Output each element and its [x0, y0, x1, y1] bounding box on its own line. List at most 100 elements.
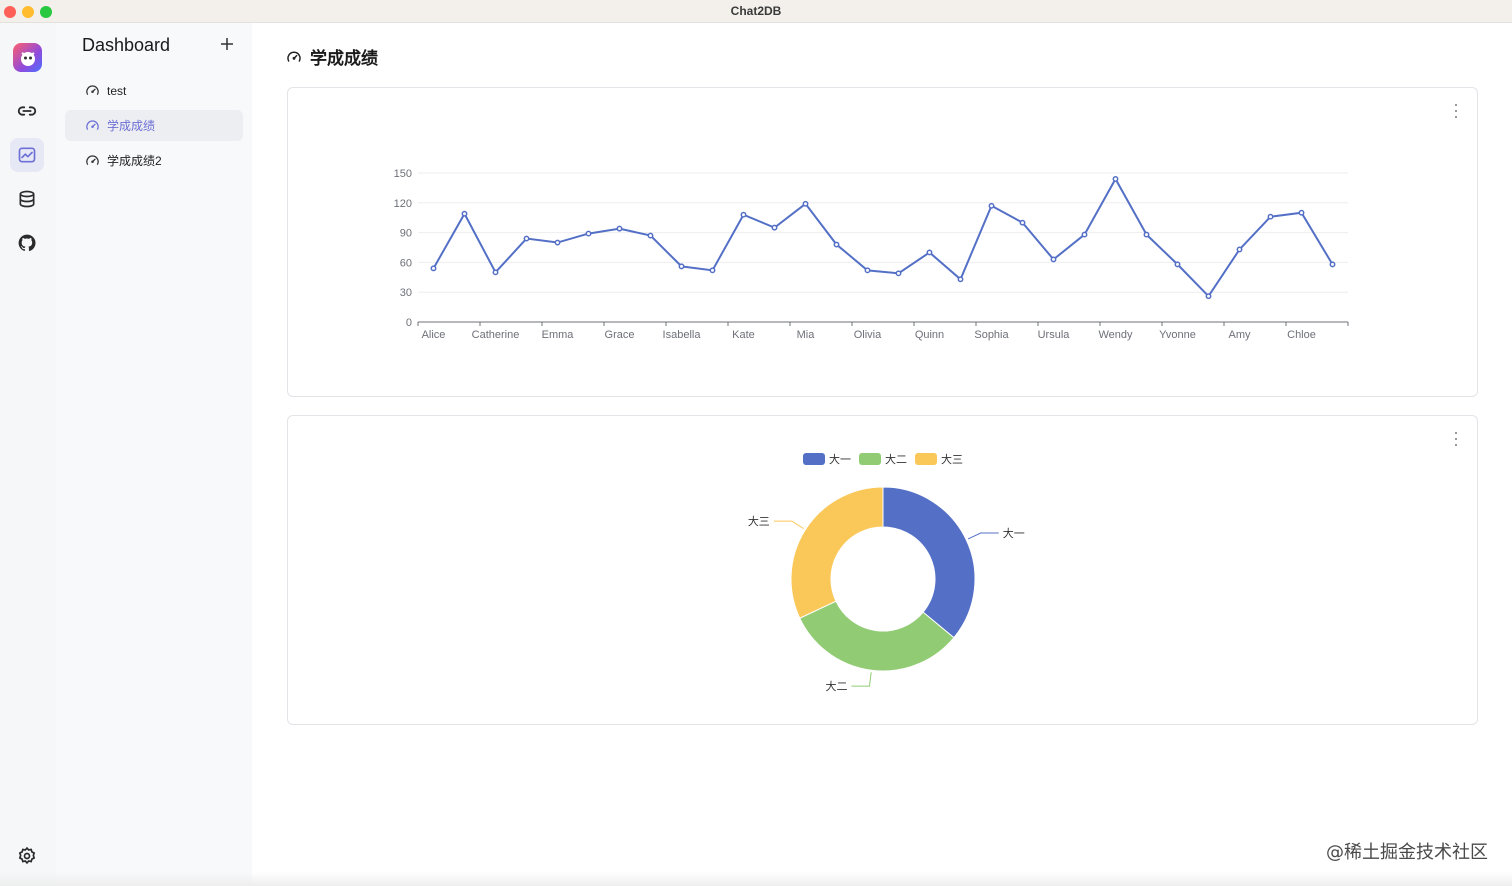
rail-settings-button[interactable] — [10, 839, 44, 873]
x-tick-label: Ursula — [1038, 329, 1071, 341]
y-tick-label: 30 — [400, 287, 412, 299]
page-title-text: 学成成绩 — [310, 49, 378, 68]
bottom-shadow — [0, 872, 1512, 886]
data-point — [616, 225, 623, 232]
app-logo-icon — [20, 51, 35, 66]
data-point — [1205, 293, 1212, 300]
x-tick-label: Kate — [732, 329, 755, 341]
x-tick-label: Quinn — [915, 329, 944, 341]
pie-slice — [790, 486, 884, 619]
x-tick-label: Sophia — [974, 329, 1009, 341]
data-point — [1329, 261, 1336, 268]
legend-swatch — [859, 453, 881, 465]
x-tick-label: Chloe — [1287, 329, 1316, 341]
data-point — [1081, 231, 1088, 238]
data-point — [802, 200, 809, 207]
title-bar: Chat2DB — [0, 0, 1512, 23]
data-point — [585, 230, 592, 237]
x-tick-label: Alice — [422, 329, 446, 341]
data-point — [864, 267, 871, 274]
link-icon — [17, 106, 37, 116]
y-tick-label: 120 — [394, 198, 412, 210]
sidebar-item-label: 学成成绩 — [107, 119, 156, 133]
label-leader-line — [967, 532, 999, 540]
gauge-icon — [86, 85, 99, 95]
data-point — [1112, 176, 1119, 182]
pie-chart-more-button[interactable] — [1451, 432, 1461, 446]
legend-label: 大二 — [885, 452, 907, 466]
slice-label: 大一 — [1003, 526, 1025, 540]
window-close-button[interactable] — [4, 6, 16, 18]
database-icon — [19, 190, 35, 208]
y-tick-label: 150 — [394, 168, 412, 180]
gauge-icon — [86, 120, 99, 130]
page-title: 学成成绩 — [286, 44, 378, 69]
slice-label: 大二 — [825, 679, 847, 693]
data-point — [492, 269, 499, 276]
more-dot-icon — [1455, 438, 1457, 440]
window-maximize-button[interactable] — [40, 6, 52, 18]
gauge-icon — [287, 51, 301, 62]
more-dot-icon — [1455, 116, 1457, 118]
data-point — [430, 265, 437, 272]
sidebar-item-xuecheng-scores[interactable]: 学成成绩 — [65, 110, 243, 141]
label-leader-line — [851, 672, 872, 687]
sidebar-item-test[interactable]: test — [65, 75, 243, 106]
y-tick-label: 0 — [406, 317, 412, 329]
app-logo[interactable] — [13, 43, 42, 72]
window-minimize-button[interactable] — [22, 6, 34, 18]
data-point — [1236, 246, 1243, 253]
add-dashboard-button[interactable] — [216, 33, 238, 55]
x-tick-label: Isabella — [663, 329, 702, 341]
dashboard-sidebar: Dashboard test 学成成绩 学成成绩2 — [56, 23, 252, 886]
data-point — [895, 270, 902, 277]
legend-swatch — [803, 453, 825, 465]
x-tick-label: Amy — [1229, 329, 1252, 341]
settings-icon — [18, 846, 36, 865]
data-point — [988, 202, 995, 209]
x-tick-label: Grace — [605, 329, 635, 341]
data-point — [1143, 231, 1150, 238]
rail-link-button[interactable] — [10, 94, 44, 128]
sidebar-item-xuecheng-scores-2[interactable]: 学成成绩2 — [65, 145, 243, 176]
data-point — [1298, 209, 1305, 216]
data-point — [1019, 219, 1026, 226]
data-point — [740, 211, 747, 218]
more-dot-icon — [1455, 444, 1457, 446]
rail-database-button[interactable] — [10, 182, 44, 216]
data-point — [523, 235, 530, 242]
slice-label: 大三 — [748, 514, 770, 528]
window-title: Chat2DB — [730, 4, 782, 18]
series-line — [432, 176, 1334, 298]
data-point — [461, 210, 468, 217]
data-point — [926, 249, 933, 256]
line-chart: 0 30 60 90 120 150 Alice Catherine Emma Grace Isab… — [394, 168, 1349, 341]
line-chart-more-button[interactable] — [1451, 104, 1461, 118]
plus-icon — [221, 38, 233, 50]
data-point — [678, 263, 685, 270]
y-tick-label: 90 — [400, 228, 412, 240]
x-tick-label: Yvonne — [1159, 329, 1196, 341]
rail-dashboard-button[interactable] — [10, 138, 44, 172]
data-point — [709, 267, 716, 274]
line-chart-card: 0 30 60 90 120 150 Alice Catherine Emma Grace Isab… — [287, 87, 1478, 397]
pie-chart-card: 大一 大二 大三 大一 大二 大三 — [287, 415, 1478, 725]
data-point — [647, 232, 654, 239]
more-dot-icon — [1455, 104, 1457, 106]
pie-slice — [882, 486, 976, 639]
legend-label: 大三 — [941, 452, 963, 466]
more-dot-icon — [1455, 432, 1457, 434]
rail-github-button[interactable] — [10, 226, 44, 260]
gauge-icon — [86, 155, 99, 165]
data-point — [554, 239, 561, 246]
sidebar-item-label: 学成成绩2 — [107, 154, 162, 168]
dashboard-chart-icon — [18, 147, 36, 163]
x-tick-label: Catherine — [472, 329, 520, 341]
data-point — [1050, 256, 1057, 263]
pie-slice — [799, 600, 955, 672]
x-tick-label: Olivia — [854, 329, 882, 341]
data-point — [957, 276, 964, 283]
icon-rail — [0, 23, 56, 886]
label-leader-line — [773, 520, 804, 530]
